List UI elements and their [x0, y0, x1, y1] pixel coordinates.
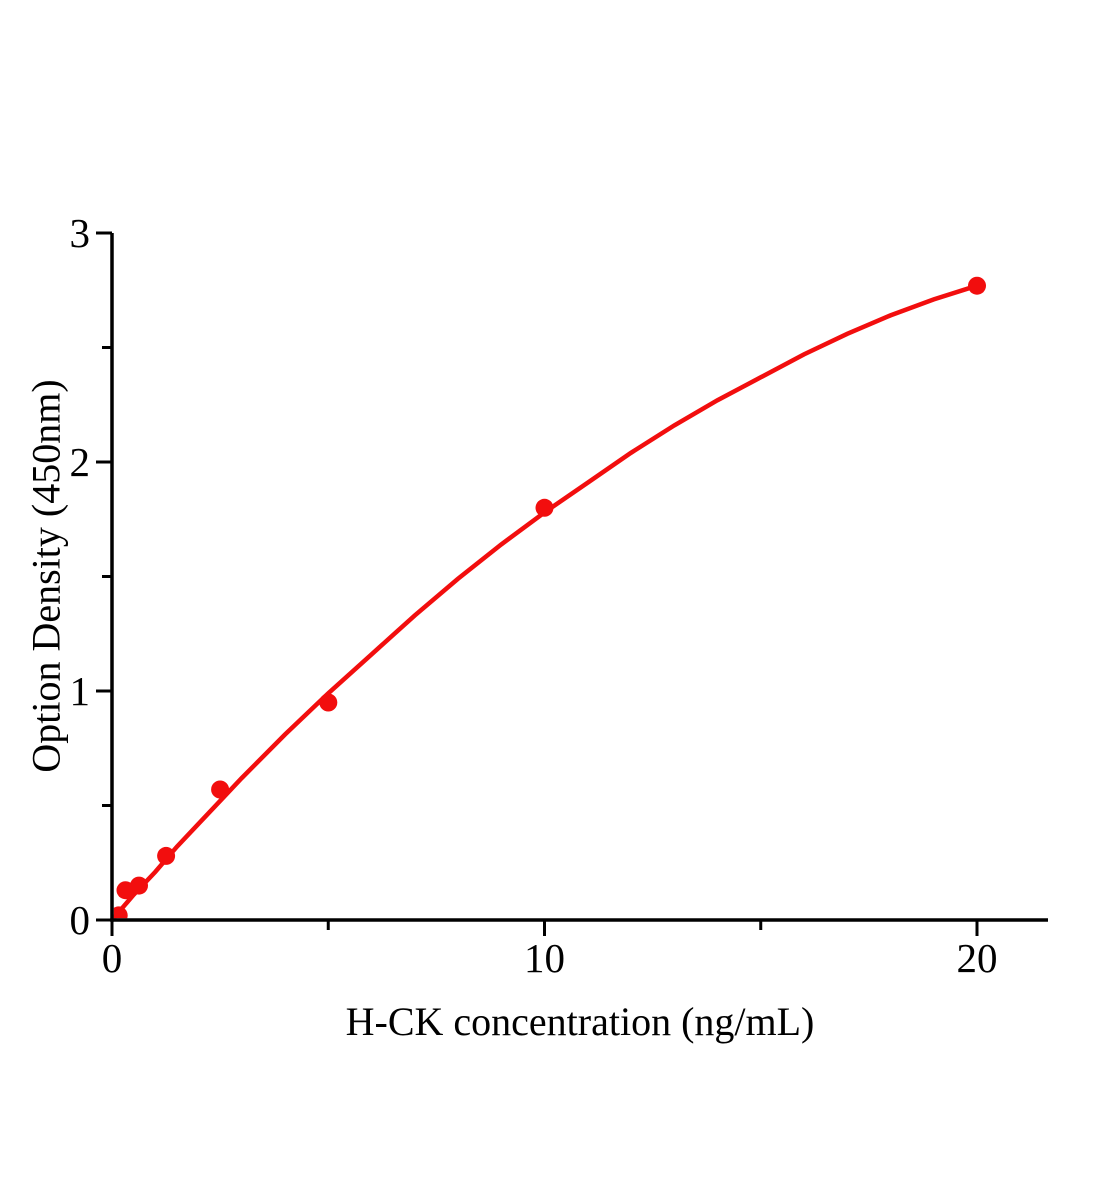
y-axis-title: Option Density (450nm) [23, 379, 69, 773]
x-tick-label: 0 [102, 935, 123, 981]
data-point [116, 881, 135, 900]
x-tick-label: 10 [524, 935, 565, 981]
data-point [113, 906, 128, 919]
data-point [211, 780, 230, 799]
y-tick-label: 2 [70, 439, 91, 485]
data-point [535, 498, 554, 517]
y-tick-label: 3 [70, 210, 91, 256]
fit-curve [113, 283, 980, 919]
x-axis-title: H-CK concentration (ng/mL) [345, 999, 815, 1044]
y-tick-label: 1 [70, 668, 91, 714]
data-point [130, 876, 148, 895]
x-tick-label: 20 [957, 935, 998, 981]
series-group [113, 276, 986, 919]
data-point [968, 276, 986, 295]
data-point [319, 693, 338, 712]
data-point [157, 846, 176, 865]
y-tick-label: 0 [70, 897, 91, 943]
